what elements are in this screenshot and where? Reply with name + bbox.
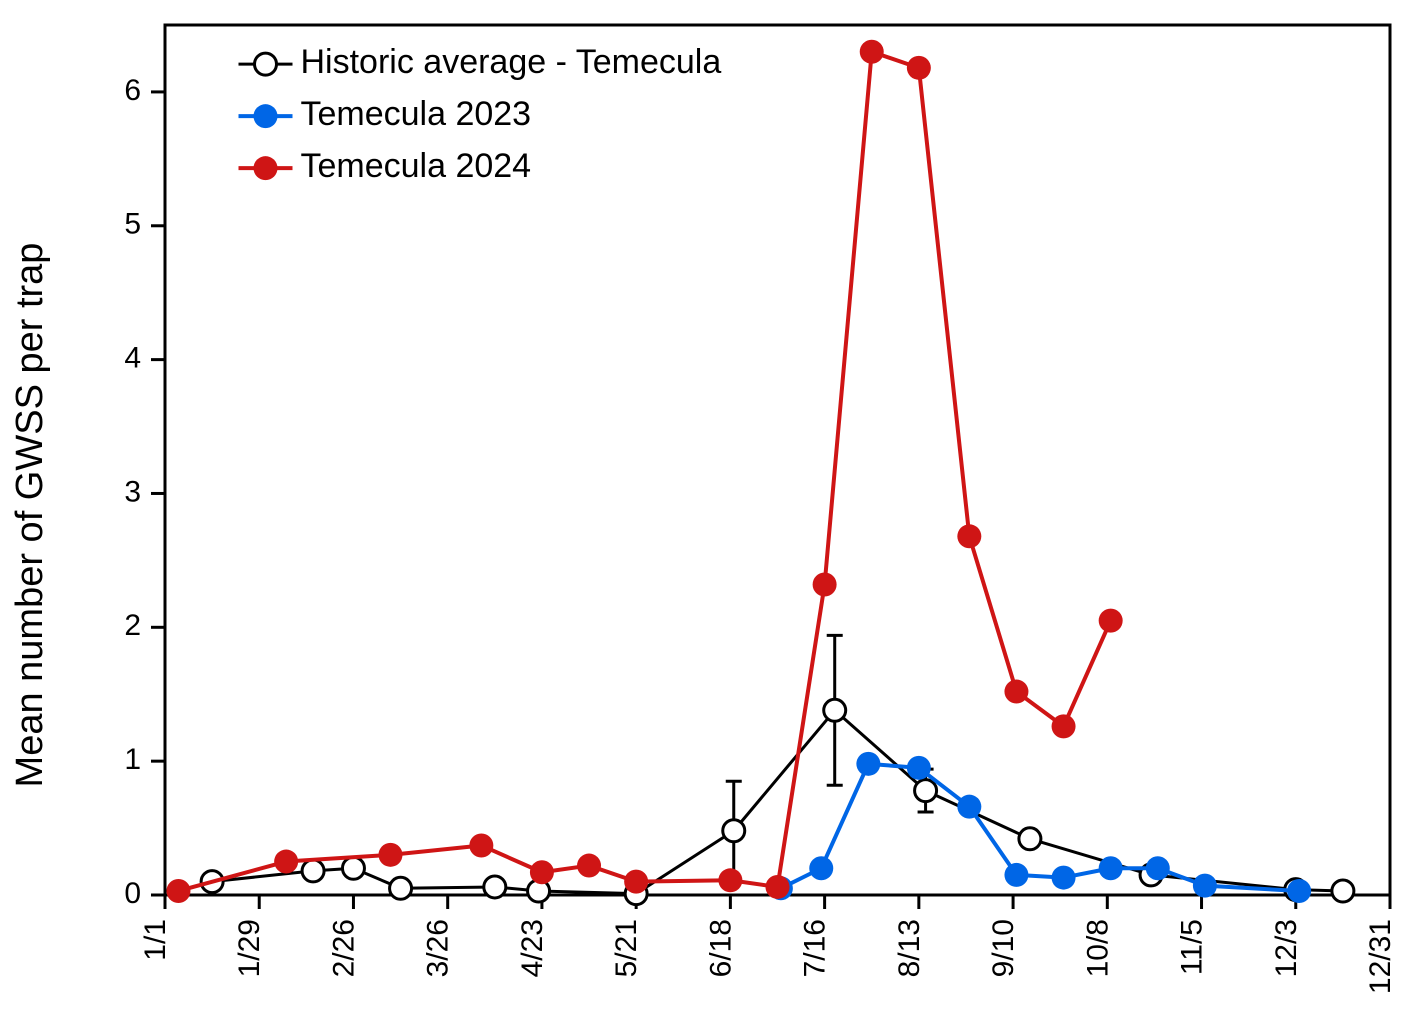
series-marker-historic [824,699,846,721]
y-tick-label: 6 [124,74,141,107]
x-tick-label: 8/13 [893,919,926,977]
series-marker-t2023 [1099,856,1123,880]
series-marker-t2023 [957,795,981,819]
series-marker-t2024 [1004,680,1028,704]
legend-label: Historic average - Temecula [301,43,722,81]
chart-svg: 0 1 2 3 4 5 6 1/1 1/29 2/26 3/26 4/23 5/21 6/18 7/16 8/… [0,0,1420,1030]
series-marker-t2024 [1099,609,1123,633]
x-tick-label: 12/3 [1270,919,1303,977]
series-marker-t2024 [530,860,554,884]
legend-swatch-marker [254,104,278,128]
series-marker-historic [1332,880,1354,902]
chart-container: Mean number of GWSS per trap 01234561/11… [0,0,1420,1030]
x-tick-label: 4/23 [516,919,549,977]
series-marker-historic [390,877,412,899]
series-marker-t2024 [577,854,601,878]
x-tick-label: 11/5 [1176,919,1209,975]
series-marker-t2023 [1052,866,1076,890]
series-marker-t2023 [856,752,880,776]
series-marker-t2023 [809,856,833,880]
x-tick-label: 5/21 [610,919,643,977]
y-tick-label: 5 [124,208,141,241]
series-marker-historic [302,860,324,882]
y-tick-label: 2 [124,609,141,642]
y-tick-label: 4 [124,342,141,375]
x-tick-label: 1/29 [233,919,266,977]
series-marker-t2024 [274,850,298,874]
series-marker-historic [342,857,364,879]
series-marker-historic [915,780,937,802]
series-marker-t2024 [766,875,790,899]
legend-swatch-marker [254,156,278,180]
series-marker-t2024 [378,843,402,867]
x-tick-label: 6/18 [704,919,737,977]
legend-label: Temecula 2024 [301,147,532,185]
x-tick-label: 7/16 [799,919,832,977]
legend-label: Temecula 2023 [301,95,532,133]
legend-swatch-marker [255,53,277,75]
series-marker-t2023 [1004,863,1028,887]
x-tick-label: 12/31 [1364,919,1397,994]
series-marker-t2024 [860,40,884,64]
y-tick-label: 3 [124,475,141,508]
series-marker-t2023 [1193,874,1217,898]
series-marker-t2024 [813,572,837,596]
series-marker-historic [723,820,745,842]
y-tick-label: 1 [124,743,141,776]
series-marker-t2024 [907,56,931,80]
series-line-t2023 [781,764,1299,891]
series-marker-t2024 [166,879,190,903]
series-marker-t2024 [469,833,493,857]
series-marker-historic [1019,828,1041,850]
x-tick-label: 10/8 [1081,919,1114,977]
x-tick-label: 1/1 [139,919,172,961]
series-marker-t2024 [718,868,742,892]
y-tick-label: 0 [124,877,141,910]
x-tick-label: 2/26 [327,919,360,977]
series-marker-t2024 [1052,714,1076,738]
series-marker-t2024 [624,870,648,894]
x-tick-label: 3/26 [422,919,455,977]
series-marker-t2023 [907,756,931,780]
series-marker-historic [484,876,506,898]
x-tick-label: 9/10 [987,919,1020,977]
series-marker-t2023 [1287,879,1311,903]
series-marker-t2023 [1146,856,1170,880]
series-line-historic [212,710,1343,893]
series-marker-t2024 [957,524,981,548]
